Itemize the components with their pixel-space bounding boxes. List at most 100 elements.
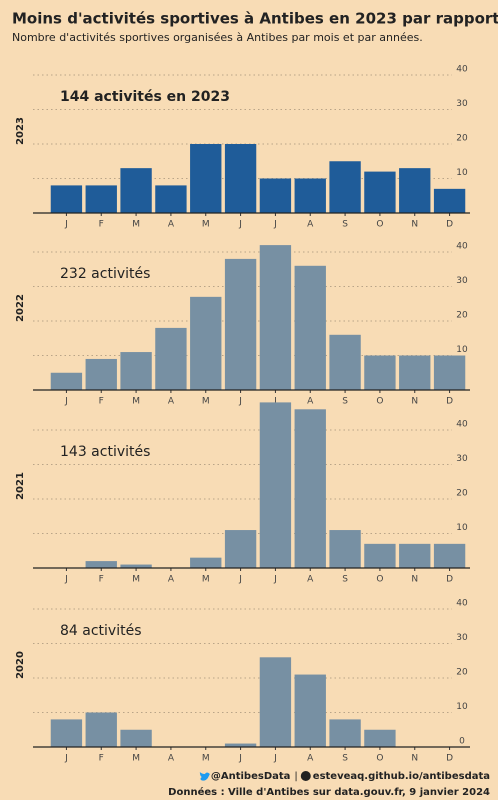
x-tick-label: O <box>376 220 383 230</box>
y-tick-label: 20 <box>456 489 468 499</box>
x-tick-label: A <box>307 575 314 585</box>
x-tick-label: J <box>273 397 277 407</box>
x-tick-label: M <box>202 220 210 230</box>
y-tick-label: 20 <box>456 668 468 678</box>
x-tick-label: J <box>64 397 68 407</box>
x-tick-label: N <box>411 397 418 407</box>
y-tick-label: 10 <box>456 168 468 178</box>
chart-subtitle: Nombre d'activités sportives organisées … <box>12 31 423 44</box>
bar <box>259 245 292 390</box>
x-tick-label: J <box>273 575 277 585</box>
x-tick-label: D <box>446 575 453 585</box>
bar <box>433 188 466 213</box>
bar <box>259 657 292 747</box>
x-tick-label: J <box>238 754 242 764</box>
bar <box>433 543 466 568</box>
y-tick-label: 30 <box>456 633 468 643</box>
bar <box>50 372 83 390</box>
bar <box>190 144 222 213</box>
bar <box>399 168 431 213</box>
bar <box>50 719 83 747</box>
x-tick-label: J <box>273 754 277 764</box>
y-tick-label: 20 <box>456 311 468 321</box>
bar <box>190 296 222 390</box>
bar <box>120 352 152 390</box>
x-tick-label: A <box>168 575 175 585</box>
x-tick-label: A <box>168 397 175 407</box>
bar <box>190 557 222 568</box>
x-tick-label: M <box>132 754 140 764</box>
bar <box>120 168 152 213</box>
x-tick-label: A <box>307 754 314 764</box>
bar <box>259 178 292 213</box>
footer-twitter: @AntibesData <box>211 771 291 782</box>
bar <box>120 729 152 747</box>
y-axis-label: 2020 <box>15 651 26 679</box>
github-icon <box>300 771 311 781</box>
bar <box>364 355 396 390</box>
bar <box>224 743 257 747</box>
x-tick-label: F <box>99 397 104 407</box>
bar <box>259 402 292 568</box>
y-tick-label: 0 <box>459 737 465 747</box>
x-tick-label: S <box>342 220 348 230</box>
bar <box>364 729 396 747</box>
annotation: 143 activités <box>60 444 150 460</box>
x-tick-label: N <box>411 754 418 764</box>
y-tick-label: 10 <box>456 702 468 712</box>
bar <box>364 543 396 568</box>
y-tick-label: 40 <box>456 420 468 430</box>
twitter-icon <box>199 772 210 781</box>
y-tick-label: 40 <box>456 599 468 609</box>
bar <box>85 358 117 390</box>
x-tick-label: J <box>238 575 242 585</box>
x-tick-label: M <box>132 220 140 230</box>
y-tick-label: 40 <box>456 65 468 75</box>
bar <box>224 530 257 568</box>
x-tick-label: M <box>202 575 210 585</box>
chart-title: Moins d'activités sportives à Antibes en… <box>12 10 498 28</box>
bar <box>329 334 361 390</box>
x-tick-label: D <box>446 754 453 764</box>
annotation: 84 activités <box>60 623 142 639</box>
bar <box>85 561 117 568</box>
bar <box>155 185 187 213</box>
x-tick-label: J <box>238 220 242 230</box>
y-tick-label: 10 <box>456 345 468 355</box>
x-tick-label: N <box>411 575 418 585</box>
x-tick-label: J <box>273 220 277 230</box>
bar <box>364 171 396 213</box>
x-tick-label: O <box>376 575 383 585</box>
x-tick-label: J <box>64 754 68 764</box>
annotation: 144 activités en 2023 <box>60 89 230 105</box>
x-tick-label: N <box>411 220 418 230</box>
annotation: 232 activités <box>60 266 150 282</box>
x-tick-label: F <box>99 754 104 764</box>
bar <box>224 258 257 390</box>
bar <box>120 564 152 568</box>
bar <box>433 355 466 390</box>
footer-site: esteveaq.github.io/antibesdata <box>313 771 490 782</box>
x-tick-label: A <box>168 220 175 230</box>
x-tick-label: S <box>342 575 348 585</box>
y-tick-label: 30 <box>456 99 468 109</box>
x-tick-label: M <box>132 575 140 585</box>
bar <box>155 327 187 390</box>
x-tick-label: M <box>202 397 210 407</box>
y-axis-label: 2023 <box>15 117 26 145</box>
x-tick-label: A <box>307 397 314 407</box>
y-tick-label: 10 <box>456 523 468 533</box>
y-tick-label: 30 <box>456 276 468 286</box>
x-tick-label: F <box>99 575 104 585</box>
x-tick-label: J <box>64 575 68 585</box>
footer-separator: | <box>294 771 297 782</box>
footer: esteveaq.github.io/antibesdata | @Antibe… <box>168 771 490 798</box>
y-tick-label: 40 <box>456 242 468 252</box>
x-tick-label: J <box>64 220 68 230</box>
bar <box>329 530 361 568</box>
bar <box>294 265 326 390</box>
x-tick-label: O <box>376 754 383 764</box>
bar <box>50 185 83 213</box>
bar <box>294 178 326 213</box>
